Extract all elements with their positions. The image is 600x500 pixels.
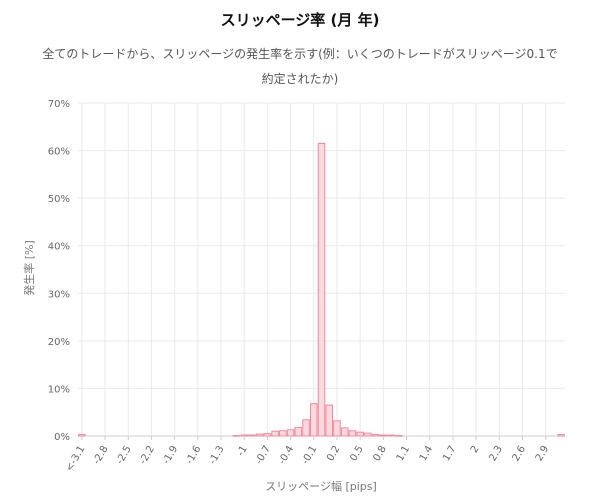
y-tick-label: 70% [48,99,70,110]
bar [340,427,349,437]
bar [232,435,241,437]
x-tick-label: -1.9 [161,444,180,466]
x-tick-label: 1.1 [395,444,412,463]
bar [271,430,279,437]
y-axis-ticks: 0% 10% 20% 30% 40% 50% 60% 70% [48,99,70,443]
x-tick-label: 2.9 [534,444,551,463]
x-tick-label: 0.2 [325,444,342,463]
x-tick-label: -2.8 [91,444,110,466]
bar [325,404,334,437]
bar [356,431,364,437]
bar [286,429,295,437]
x-tick-label: -0.4 [277,444,296,466]
bar [302,419,310,437]
x-tick-label: -1.3 [207,444,226,466]
bar [240,434,248,437]
bar [263,433,272,437]
bar [78,434,86,437]
y-tick-label: 30% [48,289,70,300]
x-tick-label: 2.3 [487,444,504,463]
y-tick-label: 10% [48,384,70,395]
y-tick-label: 0% [54,432,70,443]
bar [317,142,326,437]
bar [371,434,380,437]
x-tick-label: -0.7 [254,444,273,466]
bar [364,432,372,437]
x-tick-label: 1.4 [418,444,435,463]
bar [309,403,318,437]
y-tick-label: 50% [48,194,70,205]
x-tick-label: 2.6 [511,444,528,463]
x-tick-label: 2 [469,444,482,455]
y-tick-label: 60% [48,147,70,158]
bar [348,430,357,437]
x-tick-label: <-3.1 [64,444,87,474]
x-tick-label: 0.8 [371,444,388,463]
x-axis-ticks: <-3.1 -2.8 -2.5 -2.2 -1.9 -1.6 -1.3 -1 -0.7 -0.4-… [64,436,551,474]
bar [279,430,287,437]
x-tick-label: -2.5 [115,444,134,466]
x-tick-label: 0.5 [348,444,365,463]
bar [379,434,388,437]
x-tick-label: -1 [235,444,250,458]
bar [395,435,403,437]
bar [294,426,303,437]
x-tick-label: -1.6 [184,444,203,466]
bar [255,433,264,437]
bar [248,434,256,437]
chart-subtitle: 全てのトレードから、スリッページの発生率を示す(例：いくつのトレードがスリッペー… [42,47,558,86]
y-axis-title: 発生率 [%] [22,240,36,296]
x-tick-label: -0.1 [300,444,319,466]
x-tick-label: 1.7 [441,444,458,463]
chart-title: スリッページ率 (月 年) [220,11,380,29]
y-tick-label: 20% [48,337,70,348]
x-axis-title: スリッページ幅 [pips] [265,480,377,493]
bar [387,434,395,437]
gridlines [78,102,565,437]
bar [333,420,341,437]
x-tick-label: -2.2 [138,444,157,466]
y-tick-label: 40% [48,242,70,253]
bar [557,434,565,437]
